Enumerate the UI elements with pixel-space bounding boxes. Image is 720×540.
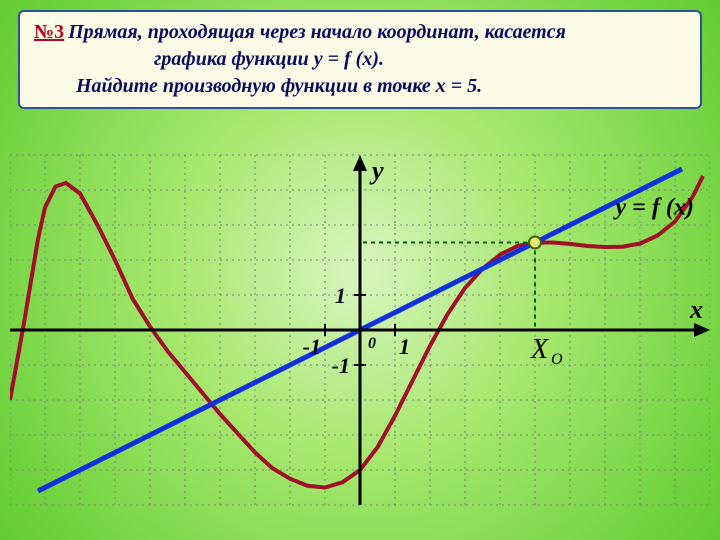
tangent-point <box>529 237 541 249</box>
x0-label: X <box>530 334 549 365</box>
tick-label-neg1y: -1 <box>332 353 350 378</box>
problem-number: №3 <box>34 21 64 43</box>
origin-label: 0 <box>368 335 376 352</box>
x-axis-label: x <box>689 295 703 324</box>
tick-label-1x: 1 <box>399 334 410 359</box>
problem-text-3: Найдите производную функции в точке x = … <box>76 73 482 100</box>
problem-text-1: Прямая, проходящая через начало координа… <box>68 21 566 43</box>
problem-title-box: №3 Прямая, проходящая через начало коорд… <box>18 10 702 109</box>
y-axis-label: y <box>369 156 384 185</box>
tick-label-1y: 1 <box>335 283 346 308</box>
tick-label-neg1x: -1 <box>303 334 321 359</box>
y-axis-arrow <box>353 155 367 171</box>
x-axis-arrow <box>694 323 710 337</box>
x0-subscript: O <box>551 351 563 368</box>
function-label: y = f (x) <box>613 195 694 221</box>
problem-text-2: графика функции y = f (x). <box>154 46 384 73</box>
chart: y x 1 1 -1 -1 0 y = f (x) XO <box>10 150 710 520</box>
chart-svg: y x 1 1 -1 -1 0 y = f (x) XO <box>10 150 710 520</box>
